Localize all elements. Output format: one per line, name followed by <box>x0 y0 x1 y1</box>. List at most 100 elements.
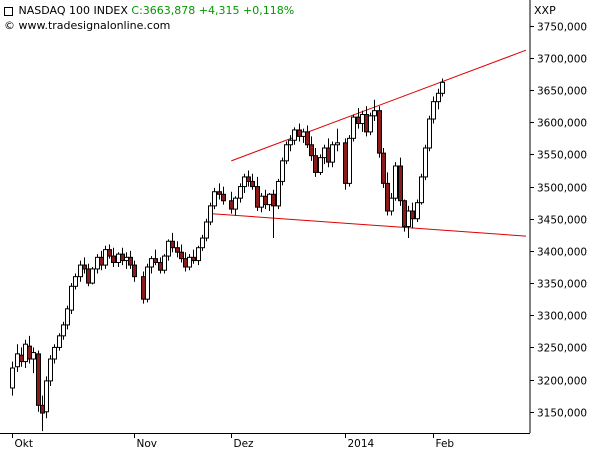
candle <box>393 162 398 201</box>
y-tick-label: 3650,000 <box>537 86 587 98</box>
candle <box>276 178 281 210</box>
candle <box>153 249 158 266</box>
candle-body-up <box>431 101 436 120</box>
candle-body-down <box>191 256 196 262</box>
candle-body-up <box>301 131 306 137</box>
candle <box>170 232 175 253</box>
candle-body-up <box>200 237 205 249</box>
candle <box>158 257 163 274</box>
candle <box>40 395 45 432</box>
candle-body-up <box>162 255 167 271</box>
candle-body-up <box>440 81 445 94</box>
candle-body-up <box>233 197 238 210</box>
candle <box>204 218 209 242</box>
candle <box>284 141 289 165</box>
candle-body-down <box>309 144 314 157</box>
candle-body-up <box>69 285 74 311</box>
candle-body-up <box>423 147 428 178</box>
candle <box>116 252 121 268</box>
candle <box>86 263 91 287</box>
candle <box>297 123 302 142</box>
candle-body-up <box>187 256 192 268</box>
candle <box>292 127 297 145</box>
candle <box>19 347 24 367</box>
candle <box>69 283 74 314</box>
candle-body-down <box>343 142 348 184</box>
candle <box>410 202 415 229</box>
candle <box>124 252 129 269</box>
candle-body-up <box>15 353 20 368</box>
candle <box>267 193 272 212</box>
candle <box>61 321 66 340</box>
candle-body-up <box>52 346 57 360</box>
candle-body-up <box>44 380 49 413</box>
candle-body-up <box>204 221 209 239</box>
candle-body-up <box>368 115 373 133</box>
candle-body-up <box>23 343 28 363</box>
y-tick-label: 3200,000 <box>537 376 587 388</box>
candle <box>23 339 28 369</box>
y-tick-label: 3150,000 <box>537 408 587 420</box>
candle <box>212 187 217 210</box>
candle-body-up <box>259 195 264 208</box>
x-tick-label: Feb <box>436 438 455 450</box>
candle-body-up <box>73 276 78 287</box>
candle-body-down <box>158 262 163 271</box>
candle-body-up <box>288 139 293 146</box>
candle <box>242 173 247 194</box>
candle-body-up <box>90 268 95 284</box>
candle <box>343 138 348 190</box>
candle <box>44 376 49 419</box>
candle-body-up <box>267 193 272 206</box>
candle-body-down <box>217 191 222 195</box>
candle-body-up <box>406 210 411 227</box>
candle-body-down <box>271 193 276 207</box>
candle <box>57 333 62 351</box>
candle <box>103 245 108 269</box>
candle <box>406 205 411 239</box>
candle-body-up <box>284 144 289 162</box>
candle-body-up <box>330 144 335 163</box>
candle <box>73 273 78 290</box>
y-tick-label: 3700,000 <box>537 54 587 66</box>
candle-body-up <box>389 197 394 212</box>
candle-body-down <box>170 240 175 249</box>
candle-body-up <box>351 116 356 139</box>
candle-body-up <box>347 137 352 184</box>
y-tick-label: 3750,000 <box>537 22 587 34</box>
candle <box>82 257 87 274</box>
candle <box>65 305 70 330</box>
candle <box>111 247 116 268</box>
candle <box>250 173 255 190</box>
candle-body-down <box>297 129 302 137</box>
chart-header: NASDAQ 100 INDEX C:3663,878 +4,315 +0,11… <box>4 4 294 17</box>
candle-body-up <box>335 142 340 146</box>
candle-body-down <box>36 353 41 406</box>
upper-trendline <box>231 49 527 162</box>
candle-body-down <box>86 268 91 284</box>
candle-body-down <box>229 200 234 210</box>
candle-body-up <box>65 308 70 326</box>
candle-body-up <box>196 247 201 262</box>
candle-body-up <box>292 129 297 141</box>
candles <box>10 78 445 432</box>
candle <box>322 144 327 165</box>
candle-body-up <box>360 114 365 125</box>
candle <box>221 186 226 205</box>
candle <box>313 147 318 177</box>
candle-body-up <box>436 92 441 103</box>
x-tick-label: 2014 <box>348 438 375 450</box>
candle <box>431 96 436 124</box>
candle <box>78 260 83 282</box>
candle-body-down <box>107 249 112 257</box>
candle <box>255 176 260 212</box>
candle <box>351 114 356 142</box>
candle <box>200 234 205 251</box>
candle-body-down <box>99 256 104 266</box>
candle-body-down <box>305 131 310 146</box>
candle <box>280 157 285 186</box>
candle <box>398 157 403 206</box>
candle-body-down <box>364 114 369 133</box>
candle-body-down <box>179 251 184 260</box>
candle <box>423 144 428 181</box>
